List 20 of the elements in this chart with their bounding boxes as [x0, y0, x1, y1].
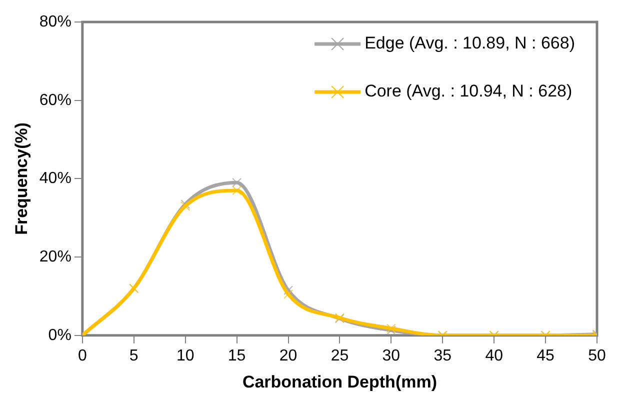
x-tick-label: 0 [78, 347, 87, 364]
x-tick-label: 10 [176, 347, 194, 364]
x-tick-label: 45 [536, 347, 555, 364]
x-tick-label: 50 [588, 347, 606, 364]
y-tick-label: 0% [48, 326, 72, 344]
x-tick-label: 40 [485, 347, 504, 364]
y-tick-label: 20% [39, 248, 72, 266]
x-tick-label: 30 [382, 347, 400, 364]
y-axis-title: Frequency(%) [12, 122, 31, 235]
x-tick-label: 35 [434, 347, 452, 364]
y-tick-label: 80% [39, 13, 72, 30]
x-tick-label: 5 [129, 347, 138, 364]
y-tick-label: 40% [39, 170, 72, 188]
x-tick-label: 25 [330, 347, 349, 364]
x-tick-label: 15 [228, 347, 246, 364]
x-tick-label: 20 [279, 347, 298, 364]
x-axis-title: Carbonation Depth(mm) [242, 372, 437, 392]
legend-label: Core (Avg. : 10.94, N : 628) [364, 82, 572, 101]
legend-label: Edge (Avg. : 10.89, N : 668) [364, 34, 576, 53]
y-tick-label: 60% [39, 92, 72, 109]
